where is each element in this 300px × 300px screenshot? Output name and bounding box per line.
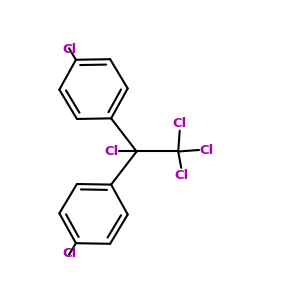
Text: Cl: Cl: [172, 117, 187, 130]
Text: Cl: Cl: [62, 43, 76, 56]
Text: Cl: Cl: [104, 145, 118, 158]
Text: Cl: Cl: [199, 143, 214, 157]
Text: Cl: Cl: [62, 247, 76, 260]
Text: Cl: Cl: [174, 169, 188, 182]
